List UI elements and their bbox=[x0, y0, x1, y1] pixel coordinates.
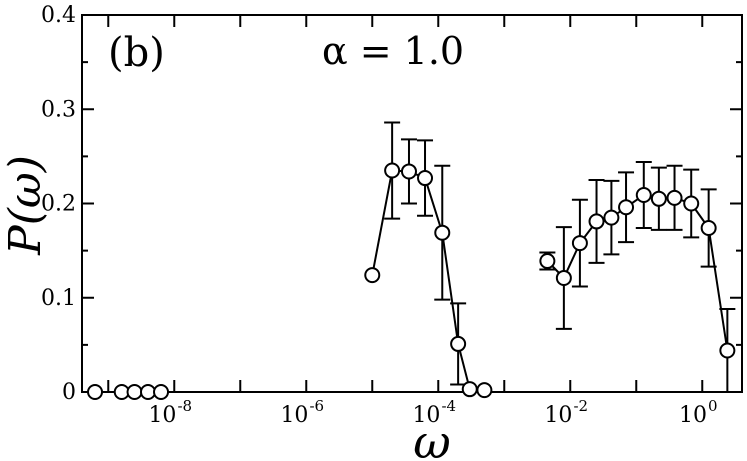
data-point bbox=[588, 213, 605, 230]
alpha-annotation: α = 1.0 bbox=[322, 29, 464, 73]
data-point bbox=[700, 220, 717, 237]
x-tick-exponent: -8 bbox=[177, 397, 192, 415]
data-point bbox=[555, 269, 572, 286]
data-point bbox=[434, 224, 451, 241]
data-point bbox=[417, 170, 434, 187]
x-tick-exponent: -2 bbox=[573, 397, 588, 415]
data-point bbox=[539, 252, 556, 269]
x-tick-label: 10-6 bbox=[280, 397, 324, 428]
data-point bbox=[476, 382, 493, 399]
x-tick-label: 10-2 bbox=[544, 397, 588, 428]
y-tick-label: 0 bbox=[62, 380, 76, 405]
data-point bbox=[140, 384, 156, 400]
x-tick-exponent: -6 bbox=[309, 397, 324, 415]
y-axis-ticks: 0 0.1 0.2 0.3 0.4 bbox=[41, 3, 742, 405]
data-point bbox=[719, 342, 736, 359]
data-point bbox=[384, 162, 401, 179]
panel-label: (b) bbox=[108, 30, 165, 76]
data-point bbox=[126, 384, 143, 400]
data-point bbox=[364, 267, 381, 284]
x-tick-label: 10-8 bbox=[148, 397, 192, 428]
x-axis-label: ω bbox=[413, 415, 451, 461]
data-point bbox=[650, 190, 667, 207]
data-point bbox=[153, 384, 170, 400]
data-point bbox=[603, 209, 620, 226]
data-series bbox=[87, 121, 736, 400]
y-tick-label: 0.1 bbox=[41, 286, 76, 311]
y-tick-label: 0.4 bbox=[41, 3, 76, 28]
y-tick-label: 0.2 bbox=[41, 192, 76, 217]
data-point bbox=[400, 163, 417, 180]
y-tick-label: 0.3 bbox=[41, 97, 76, 122]
data-point bbox=[87, 384, 104, 400]
x-tick-label: 100 bbox=[679, 397, 718, 428]
x-tick-exponent: 0 bbox=[708, 397, 718, 415]
data-point bbox=[571, 235, 588, 252]
data-point bbox=[683, 195, 700, 212]
y-axis-label: P(ω) bbox=[0, 155, 51, 256]
data-point bbox=[450, 335, 467, 352]
data-point bbox=[635, 187, 652, 204]
x-tick-exponent: -4 bbox=[441, 397, 456, 415]
data-point bbox=[618, 199, 635, 216]
data-point bbox=[461, 381, 478, 398]
data-point bbox=[666, 189, 683, 206]
